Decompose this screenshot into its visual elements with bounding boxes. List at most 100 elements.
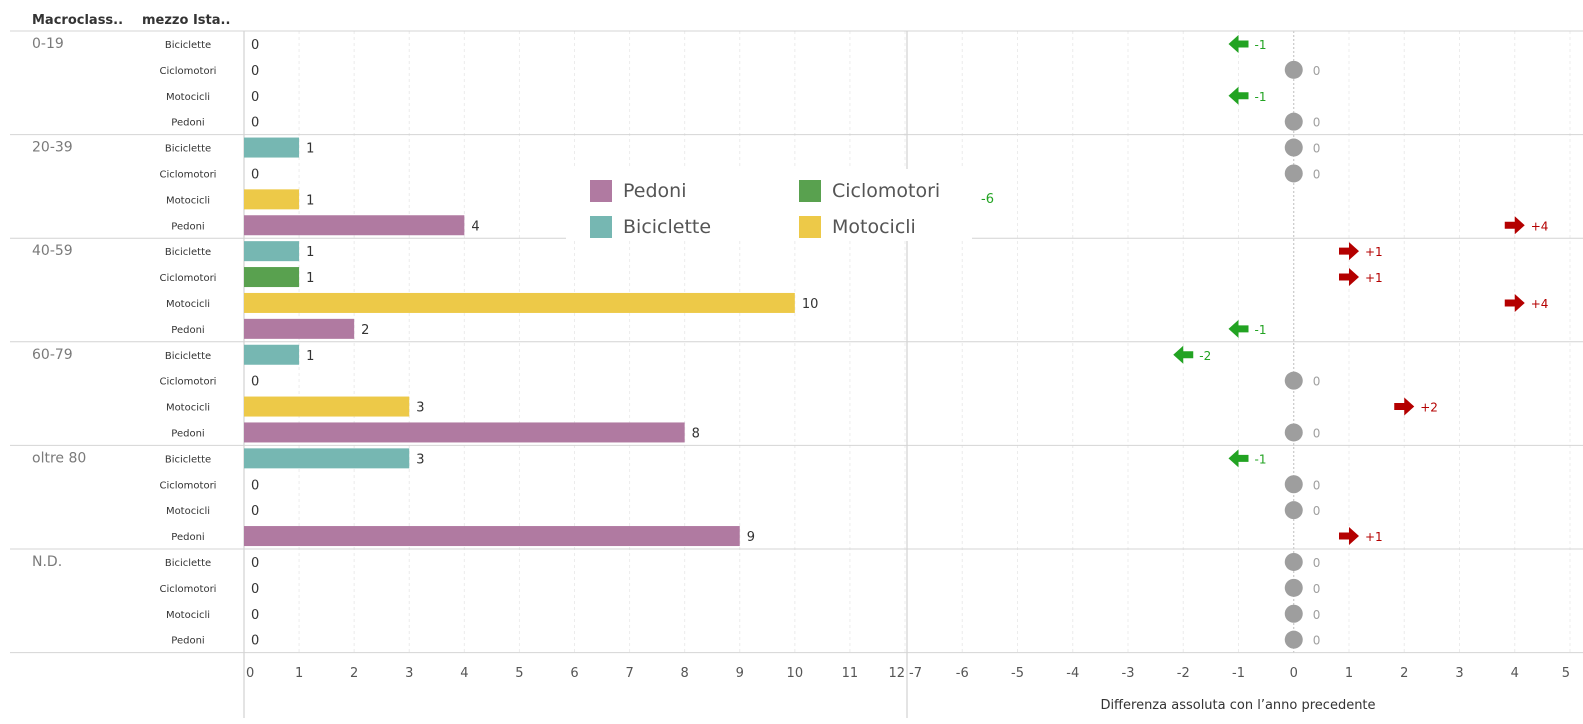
diff-value-label: -1 xyxy=(1255,323,1267,337)
bar-60-79-pedoni[interactable] xyxy=(244,422,685,443)
diff-tick-label: -4 xyxy=(1066,666,1079,681)
diff-point-neutral[interactable] xyxy=(1284,423,1303,442)
row-label-biciclette: Biciclette xyxy=(165,144,211,155)
bar-value-label: 0 xyxy=(251,504,259,519)
bar-value-label: 0 xyxy=(251,582,259,597)
diff-value-label: 0 xyxy=(1313,478,1321,492)
legend-swatch-motocicli xyxy=(799,216,821,238)
bar-value-label: 0 xyxy=(251,167,259,182)
diff-point-neutral[interactable] xyxy=(1284,138,1303,157)
diff-value-label: 0 xyxy=(1313,64,1321,78)
diff-arrow-down-icon[interactable] xyxy=(1173,345,1194,364)
bar-20-39-pedoni[interactable] xyxy=(244,215,465,236)
diff-tick-label: -7 xyxy=(909,666,922,681)
diff-arrow-up-icon[interactable] xyxy=(1504,293,1525,312)
row-label-biciclette: Biciclette xyxy=(165,558,211,569)
bar-value-label: 0 xyxy=(251,478,259,493)
legend-item-motocicli[interactable]: Motocicli xyxy=(799,214,916,240)
legend-swatch-pedoni xyxy=(590,180,612,202)
diff-tick-label: -2 xyxy=(1177,666,1190,681)
diff-tick-label: 2 xyxy=(1400,666,1408,681)
diff-point-neutral[interactable] xyxy=(1284,475,1303,494)
diff-point-neutral[interactable] xyxy=(1284,112,1303,131)
diff-axis-title: Differenza assoluta con l’anno precedent… xyxy=(1100,698,1375,713)
row-label-motocicli: Motocicli xyxy=(166,403,210,414)
row-label-pedoni: Pedoni xyxy=(171,532,204,543)
diff-tick-label: -1 xyxy=(1232,666,1245,681)
table-header: Macroclass.. mezzo Ista.. xyxy=(32,13,230,28)
bar-value-label: 3 xyxy=(416,401,424,416)
bar-value-label: 0 xyxy=(251,556,259,571)
bar-tick-label: 0 xyxy=(246,666,254,681)
bar-60-79-motocicli[interactable] xyxy=(244,396,410,417)
diff-tick-label: -6 xyxy=(956,666,969,681)
diff-point-neutral[interactable] xyxy=(1284,578,1303,597)
diff-arrow-up-icon[interactable] xyxy=(1504,216,1525,235)
diff-arrow-up-icon[interactable] xyxy=(1339,242,1359,261)
diff-tick-label: -3 xyxy=(1122,666,1135,681)
legend[interactable]: Pedoni Ciclomotori Biciclette Motocicli xyxy=(566,169,972,241)
bar-40-59-ciclomotori[interactable] xyxy=(244,267,300,288)
legend-item-ciclomotori[interactable]: Ciclomotori xyxy=(799,178,940,204)
diff-point-neutral[interactable] xyxy=(1284,630,1303,649)
bar-20-39-motocicli[interactable] xyxy=(244,189,300,210)
diff-value-label: 0 xyxy=(1313,426,1321,440)
diff-value-label: -2 xyxy=(1199,349,1211,363)
diff-arrow-down-icon[interactable] xyxy=(1228,449,1249,468)
bar-value-label: 1 xyxy=(306,349,314,364)
diff-point-neutral[interactable] xyxy=(1284,501,1303,520)
bar-value-label: 1 xyxy=(306,142,314,157)
legend-item-pedoni[interactable]: Pedoni xyxy=(590,178,686,204)
bar-tick-label: 8 xyxy=(681,666,689,681)
row-label-pedoni: Pedoni xyxy=(171,118,204,129)
group-label-0-19: 0-19 xyxy=(32,36,64,52)
row-label-ciclomotori: Ciclomotori xyxy=(160,66,217,77)
row-label-motocicli: Motocicli xyxy=(166,506,210,517)
diff-point-neutral[interactable] xyxy=(1284,60,1303,79)
bar-20-39-biciclette[interactable] xyxy=(244,137,300,158)
row-label-biciclette: Biciclette xyxy=(165,40,211,51)
bar-60-79-biciclette[interactable] xyxy=(244,344,300,365)
row-label-motocicli: Motocicli xyxy=(166,195,210,206)
diff-value-label: -1 xyxy=(1255,452,1267,466)
legend-label-motocicli: Motocicli xyxy=(832,216,916,238)
gridlines xyxy=(10,30,1583,718)
diff-arrow-down-icon[interactable] xyxy=(1228,86,1249,105)
diff-arrow-down-icon[interactable] xyxy=(1228,34,1249,53)
bar-value-label: 1 xyxy=(306,193,314,208)
bar-oltre-80-pedoni[interactable] xyxy=(244,526,740,547)
bar-tick-label: 4 xyxy=(460,666,468,681)
diff-arrow-up-icon[interactable] xyxy=(1339,268,1359,287)
bar-value-label: 8 xyxy=(692,426,700,441)
bar-tick-label: 10 xyxy=(787,666,804,681)
bar-tick-label: 5 xyxy=(515,666,523,681)
group-label-60-79: 60-79 xyxy=(32,347,73,363)
diff-tick-label: 1 xyxy=(1345,666,1353,681)
row-label-ciclomotori: Ciclomotori xyxy=(160,273,217,284)
diff-arrow-down-icon[interactable] xyxy=(1228,319,1249,338)
bar-value-label: 1 xyxy=(306,245,314,260)
diff-arrow-up-icon[interactable] xyxy=(1339,527,1359,546)
row-label-ciclomotori: Ciclomotori xyxy=(160,480,217,491)
diff-point-neutral[interactable] xyxy=(1284,552,1303,571)
row-label-pedoni: Pedoni xyxy=(171,428,204,439)
bar-40-59-pedoni[interactable] xyxy=(244,318,355,339)
row-label-motocicli: Motocicli xyxy=(166,610,210,621)
diff-point-neutral[interactable] xyxy=(1284,164,1303,183)
bar-value-label: 0 xyxy=(251,116,259,131)
bar-oltre-80-biciclette[interactable] xyxy=(244,448,410,469)
legend-item-biciclette[interactable]: Biciclette xyxy=(590,214,711,240)
row-labels: 0-19 Biciclette Ciclomotori Motocicli Pedoni… xyxy=(32,36,216,647)
row-label-pedoni: Pedoni xyxy=(171,325,204,336)
bar-value-label: 0 xyxy=(251,64,259,79)
bar-tick-label: 12 xyxy=(888,666,905,681)
diff-arrow-up-icon[interactable] xyxy=(1394,397,1415,416)
diff-point-neutral[interactable] xyxy=(1284,604,1303,623)
diff-value-label: 0 xyxy=(1313,504,1321,518)
row-label-ciclomotori: Ciclomotori xyxy=(160,169,217,180)
group-label-20-39: 20-39 xyxy=(32,140,73,156)
bar-40-59-biciclette[interactable] xyxy=(244,241,300,262)
row-label-motocicli: Motocicli xyxy=(166,299,210,310)
bar-40-59-motocicli[interactable] xyxy=(244,292,795,313)
diff-point-neutral[interactable] xyxy=(1284,371,1303,390)
